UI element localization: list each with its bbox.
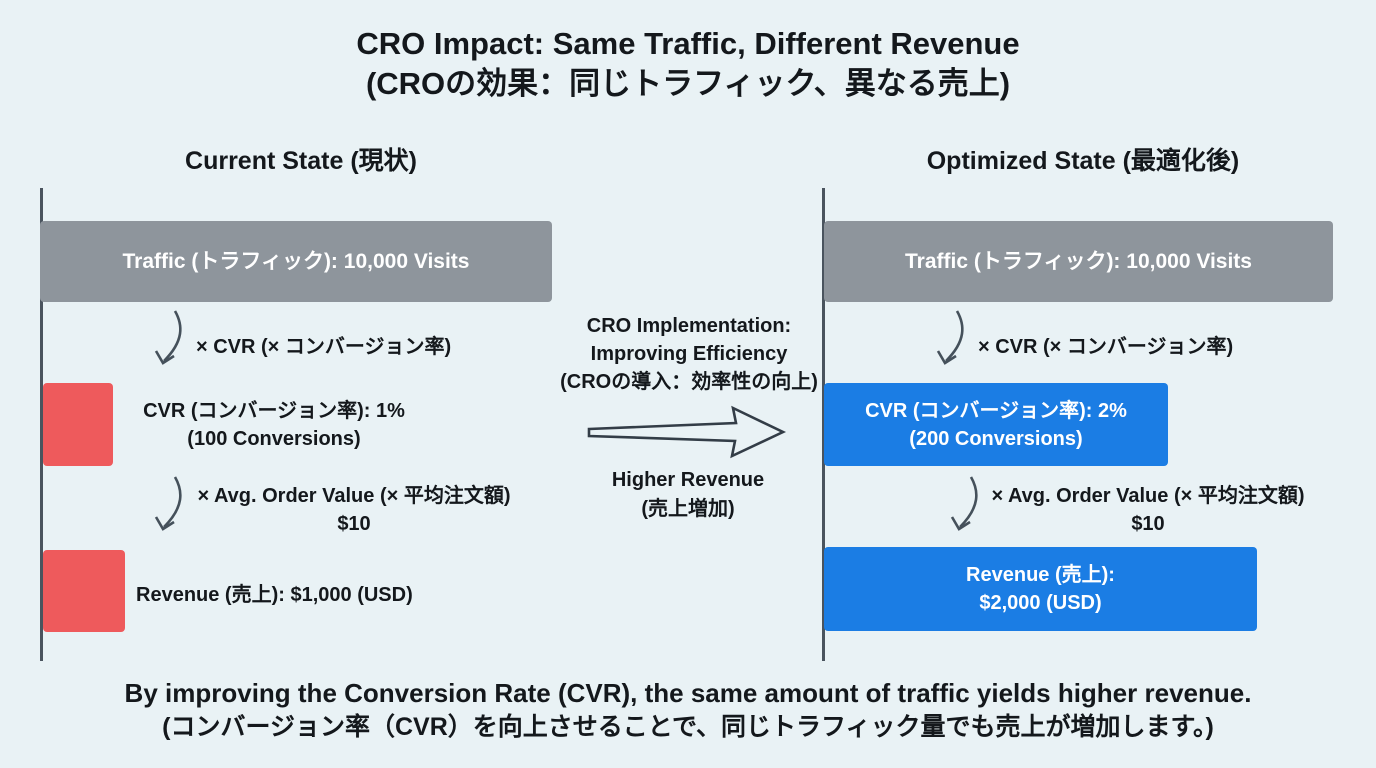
current-axis-line xyxy=(40,188,43,661)
current-cvr-conversions: (100 Conversions) xyxy=(187,428,361,450)
page-title: CRO Impact: Same Traffic, Different Reve… xyxy=(0,24,1376,104)
optimized-traffic-label: Traffic (トラフィック): 10,000 Visits xyxy=(905,250,1252,273)
cro-implementation-line3: (CROの導入：効率性の向上) xyxy=(560,371,818,393)
higher-revenue-line2: (売上増加) xyxy=(641,498,735,520)
current-aov-value: $10 xyxy=(337,513,371,535)
optimized-axis-line xyxy=(822,188,825,661)
current-aov-text: × Avg. Order Value (× 平均注文額) $10 xyxy=(179,482,529,538)
optimized-cvr-conversions: (200 Conversions) xyxy=(909,427,1083,450)
optimized-cvr-operator: × CVR (× コンバージョン率) xyxy=(978,336,1234,358)
page-title-ja: (CROの効果：同じトラフィック、異なる売上) xyxy=(365,66,1011,101)
current-traffic-label: Traffic (トラフィック): 10,000 Visits xyxy=(122,250,470,273)
page-title-en: CRO Impact: Same Traffic, Different Reve… xyxy=(356,26,1020,61)
summary-caption-ja: (コンバージョン率（CVR）を向上させることで、同じトラフィック量でも売上が増加… xyxy=(162,713,1214,741)
optimized-cvr-text: CVR (コンバージョン率): 2% (200 Conversions) xyxy=(824,383,1168,466)
current-revenue-bar xyxy=(43,550,125,632)
optimized-revenue-value: $2,000 (USD) xyxy=(979,592,1102,614)
curved-down-arrow-icon xyxy=(936,310,964,365)
cro-implementation-line1: CRO Implementation: xyxy=(586,315,792,337)
higher-revenue-text: Higher Revenue (売上増加) xyxy=(588,466,788,524)
summary-caption: By improving the Conversion Rate (CVR), … xyxy=(0,676,1376,744)
optimized-state-header: Optimized State (最適化後) xyxy=(926,147,1240,175)
optimized-cvr-value: CVR (コンバージョン率): 2% xyxy=(865,399,1127,422)
current-cvr-bar xyxy=(43,383,113,466)
current-state-header: Current State (現状) xyxy=(185,147,417,175)
current-aov-operator: × Avg. Order Value (× 平均注文額) xyxy=(197,485,511,507)
curved-down-arrow-icon xyxy=(154,310,182,365)
optimized-revenue-text: Revenue (売上): $2,000 (USD) xyxy=(824,547,1257,631)
optimized-aov-operator: × Avg. Order Value (× 平均注文額) xyxy=(991,485,1305,507)
current-cvr-value: CVR (コンバージョン率): 1% xyxy=(143,400,405,422)
current-traffic-bar: Traffic (トラフィック): 10,000 Visits xyxy=(40,221,552,302)
right-arrow-icon xyxy=(587,405,787,459)
optimized-aov-text: × Avg. Order Value (× 平均注文額) $10 xyxy=(975,482,1321,538)
optimized-revenue-label: Revenue (売上): xyxy=(966,564,1115,586)
higher-revenue-line1: Higher Revenue xyxy=(611,469,765,491)
summary-caption-en: By improving the Conversion Rate (CVR), … xyxy=(124,678,1252,708)
optimized-revenue-bar: Revenue (売上): $2,000 (USD) xyxy=(824,547,1257,631)
optimized-traffic-bar: Traffic (トラフィック): 10,000 Visits xyxy=(824,221,1333,302)
optimized-aov-value: $10 xyxy=(1131,513,1165,535)
optimized-cvr-bar: CVR (コンバージョン率): 2% (200 Conversions) xyxy=(824,383,1168,466)
current-cvr-text: CVR (コンバージョン率): 1% (100 Conversions) xyxy=(128,397,420,453)
curved-down-arrow-icon xyxy=(154,476,182,531)
curved-down-arrow-icon xyxy=(950,476,978,531)
cro-implementation-line2: Improving Efficiency xyxy=(590,343,788,365)
current-revenue-label: Revenue (売上): $1,000 (USD) xyxy=(136,584,413,606)
current-cvr-operator: × CVR (× コンバージョン率) xyxy=(196,336,452,358)
cro-implementation-text: CRO Implementation: Improving Efficiency… xyxy=(556,312,822,396)
